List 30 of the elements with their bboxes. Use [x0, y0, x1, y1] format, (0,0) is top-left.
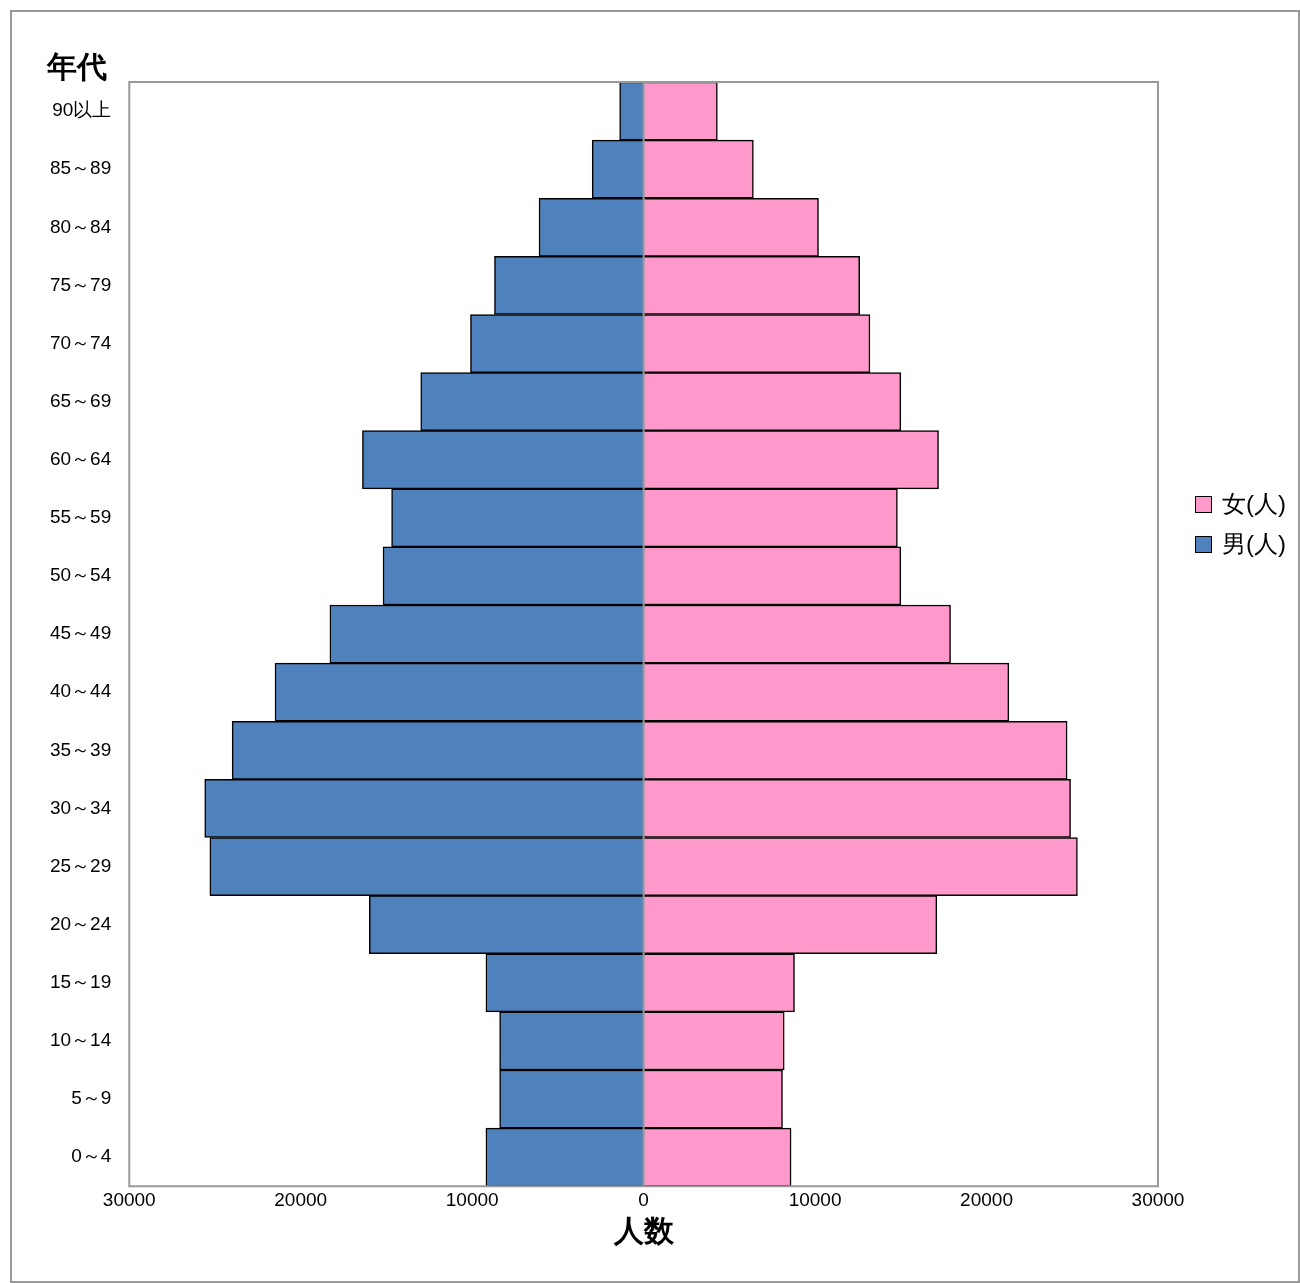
- legend-label: 女(人): [1222, 489, 1286, 519]
- y-tick-label: 65～69: [49, 389, 112, 411]
- y-tick-label: 50～54: [49, 564, 112, 586]
- x-axis-title: 人数: [612, 1214, 675, 1248]
- y-tick-label: 15～19: [49, 971, 112, 993]
- y-tick-label: 90以上: [52, 99, 112, 121]
- y-tick-label: 5～9: [71, 1087, 112, 1109]
- y-tick-label: 35～39: [49, 738, 112, 760]
- x-tick-label: 30000: [1131, 1188, 1185, 1210]
- y-tick-label: 85～89: [49, 157, 112, 179]
- y-tick-label: 30～34: [49, 796, 112, 818]
- y-tick-label: 0～4: [71, 1145, 112, 1167]
- y-tick-label: 70～74: [49, 331, 112, 353]
- y-tick-label: 10～14: [49, 1029, 112, 1051]
- x-tick-label: 10000: [788, 1188, 842, 1210]
- y-tick-label: 75～79: [49, 273, 112, 295]
- x-tick-label: 20000: [274, 1188, 328, 1210]
- x-tick-label: 10000: [445, 1188, 499, 1210]
- x-tick-label: 0: [638, 1188, 649, 1210]
- legend-label: 男(人): [1222, 529, 1286, 559]
- y-tick-label: 25～29: [49, 854, 112, 876]
- y-tick-label: 45～49: [49, 622, 112, 644]
- y-tick-label: 20～24: [49, 912, 112, 934]
- x-tick-label: 30000: [102, 1188, 156, 1210]
- x-tick-label: 20000: [960, 1188, 1013, 1210]
- y-axis-title: 年代: [46, 50, 108, 84]
- y-tick-label: 80～84: [49, 215, 112, 237]
- y-tick-label: 60～64: [49, 447, 112, 469]
- y-tick-label: 55～59: [49, 506, 112, 528]
- y-tick-label: 40～44: [49, 680, 112, 702]
